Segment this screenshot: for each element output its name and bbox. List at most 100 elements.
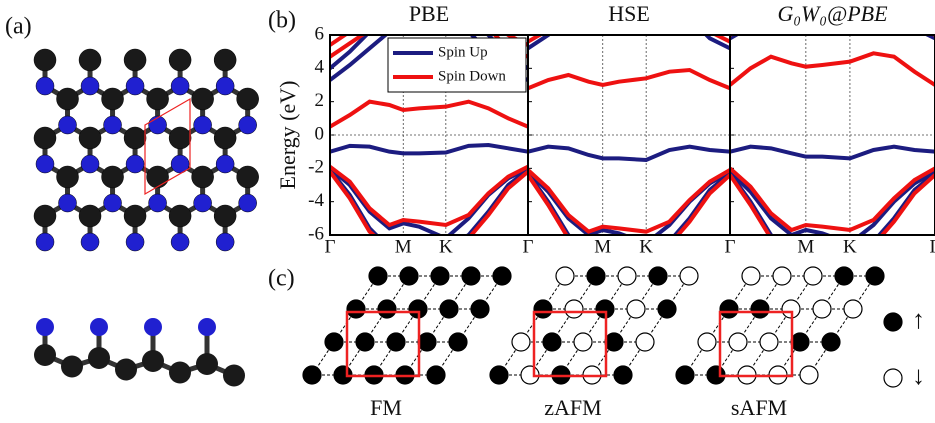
atom	[213, 204, 237, 228]
band	[730, 171, 935, 235]
atom	[213, 126, 237, 150]
spin-site	[586, 266, 606, 286]
band	[528, 173, 730, 235]
band	[528, 171, 730, 235]
x-tick-label: K	[843, 236, 857, 257]
atom	[58, 115, 77, 135]
band	[330, 142, 528, 156]
atom	[144, 318, 162, 336]
x-tick-label: M	[594, 236, 611, 257]
band	[730, 166, 935, 233]
atom	[223, 364, 245, 387]
spin-site	[675, 365, 695, 385]
atom	[101, 87, 124, 111]
atom	[168, 126, 192, 150]
spin-site	[812, 299, 832, 319]
spin-site	[461, 266, 481, 286]
spin-legend-marker	[883, 312, 903, 332]
spin-site	[741, 266, 761, 286]
y-tick-label: 4	[315, 57, 325, 78]
spin-site	[613, 365, 633, 385]
atom	[78, 48, 102, 72]
y-tick-label: -4	[308, 190, 324, 211]
band	[330, 99, 528, 129]
unit-cell	[345, 310, 421, 378]
atom	[56, 87, 79, 111]
atom	[123, 204, 147, 228]
spin-site	[759, 332, 779, 352]
band	[730, 169, 935, 235]
spin-site	[617, 266, 637, 286]
band	[330, 168, 528, 235]
spin-site	[697, 332, 717, 352]
atom	[238, 193, 257, 213]
order-label: zAFM	[544, 395, 601, 420]
y-tick-label: 6	[315, 23, 325, 44]
atom	[125, 76, 145, 96]
spin-site	[799, 365, 819, 385]
atom	[170, 76, 190, 96]
band	[730, 144, 935, 161]
spin-site	[426, 365, 446, 385]
spin-site	[302, 365, 322, 385]
x-tick-label: M	[797, 236, 814, 257]
atom	[61, 355, 83, 378]
spin-site	[790, 332, 810, 352]
atom	[88, 347, 110, 369]
atom	[146, 87, 169, 111]
x-tick-label: Γ	[325, 236, 336, 257]
atom	[56, 165, 79, 189]
atom	[148, 193, 167, 213]
spin-site	[489, 365, 509, 385]
atom	[115, 358, 137, 381]
x-tick-label: Γ	[523, 236, 534, 257]
atom	[125, 232, 145, 252]
band	[528, 67, 730, 91]
spin-site	[417, 332, 437, 352]
spin-site	[821, 332, 841, 352]
spin-site	[470, 299, 490, 319]
atom	[33, 126, 57, 150]
spin-site	[564, 299, 584, 319]
atom	[80, 232, 100, 252]
plot-frame	[729, 34, 935, 236]
spin-site	[542, 332, 562, 352]
structure	[33, 48, 259, 387]
spin-site	[346, 299, 366, 319]
spin-site	[719, 299, 739, 319]
panel-label: (b)	[268, 8, 296, 34]
atom	[36, 318, 54, 336]
spin-site	[399, 266, 419, 286]
x-tick-label: K	[439, 236, 453, 257]
atom	[215, 76, 235, 96]
spin-site	[657, 299, 677, 319]
atom	[35, 154, 55, 174]
chart-title: PBE	[409, 1, 449, 26]
spin-legend-label: ↓	[912, 361, 925, 390]
atom	[142, 350, 164, 372]
spin-site	[803, 266, 823, 286]
band	[330, 164, 528, 228]
order-label: FM	[370, 395, 402, 420]
atom	[198, 318, 216, 336]
band	[730, 173, 935, 235]
spin-site	[626, 299, 646, 319]
atom	[103, 193, 122, 213]
atom	[170, 232, 190, 252]
spin-site	[750, 299, 770, 319]
atom	[236, 165, 259, 189]
atom	[238, 115, 257, 135]
spin-site	[355, 332, 375, 352]
spin-site	[368, 266, 388, 286]
x-tick-label: Γ	[725, 236, 736, 257]
atom	[80, 76, 100, 96]
y-axis-label: Energy (eV)	[275, 81, 300, 190]
atom	[146, 165, 169, 189]
spin-legend-marker	[883, 368, 903, 388]
y-tick-label: 0	[315, 123, 325, 144]
spin-site	[728, 332, 748, 352]
atom	[35, 76, 55, 96]
unit-cell	[532, 310, 608, 378]
atom	[169, 361, 191, 384]
